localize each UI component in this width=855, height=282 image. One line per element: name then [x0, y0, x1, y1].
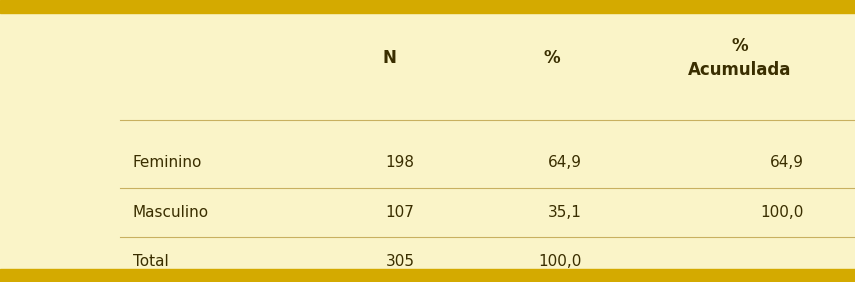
- Text: %: %: [543, 49, 560, 67]
- Bar: [0, 0, 855, 13]
- Text: 35,1: 35,1: [547, 205, 581, 220]
- Text: 64,9: 64,9: [547, 155, 581, 170]
- Text: 107: 107: [386, 205, 415, 220]
- Text: 198: 198: [386, 155, 415, 170]
- Text: Feminino: Feminino: [133, 155, 202, 170]
- Text: 305: 305: [386, 254, 415, 269]
- Bar: [0, 269, 855, 282]
- Text: Masculino: Masculino: [133, 205, 209, 220]
- Text: 64,9: 64,9: [770, 155, 804, 170]
- Text: 100,0: 100,0: [538, 254, 581, 269]
- Text: %
Acumulada: % Acumulada: [688, 37, 791, 79]
- Text: N: N: [382, 49, 396, 67]
- Text: Total: Total: [133, 254, 168, 269]
- Text: 100,0: 100,0: [760, 205, 804, 220]
